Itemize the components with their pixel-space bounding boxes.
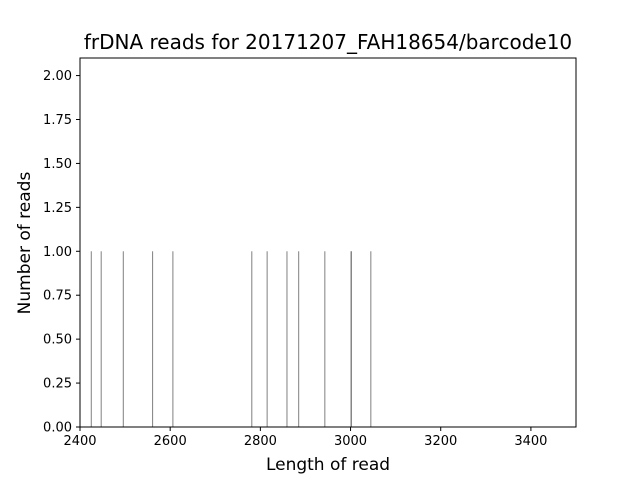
histogram-bar (286, 251, 288, 427)
y-tick-label: 2.00 (43, 69, 72, 84)
x-tick-label: 3200 (424, 434, 457, 449)
y-tick-label: 1.50 (43, 157, 72, 172)
x-axis-ticks: 2400 2600 2800 3000 3200 3400 (63, 427, 547, 449)
y-axis-label: Number of reads (15, 172, 35, 315)
y-tick-label: 0.25 (43, 377, 72, 392)
y-tick-label: 1.00 (43, 245, 72, 260)
histogram-bar (122, 251, 124, 427)
x-tick-label: 2600 (154, 434, 187, 449)
histogram-bar (90, 251, 92, 427)
histogram-bar (324, 251, 326, 427)
histogram-bar (266, 251, 268, 427)
y-tick-label: 0.00 (43, 421, 72, 436)
x-tick-label: 2400 (63, 434, 96, 449)
plot-frame (79, 57, 577, 428)
histogram-bar (172, 251, 174, 427)
y-tick-label: 1.25 (43, 201, 72, 216)
bars-group (90, 251, 372, 427)
x-tick-label: 3400 (514, 434, 547, 449)
histogram-bar (370, 251, 372, 427)
y-tick-label: 0.50 (43, 333, 72, 348)
x-tick-label: 2800 (244, 434, 277, 449)
y-axis-ticks: 0.00 0.25 0.50 0.75 1.00 1.25 1.50 1.75 2.00 (43, 69, 80, 436)
x-axis-label: Length of read (266, 455, 390, 475)
chart-title: frDNA reads for 20171207_FAH18654/barcod… (84, 30, 572, 54)
x-tick-label: 3000 (334, 434, 367, 449)
y-tick-label: 0.75 (43, 289, 72, 304)
histogram-bar (100, 251, 102, 427)
y-tick-label: 1.75 (43, 113, 72, 128)
histogram-bar (298, 251, 300, 427)
histogram-bar (152, 251, 154, 427)
histogram-bar (350, 251, 352, 427)
histogram-bar (251, 251, 253, 427)
